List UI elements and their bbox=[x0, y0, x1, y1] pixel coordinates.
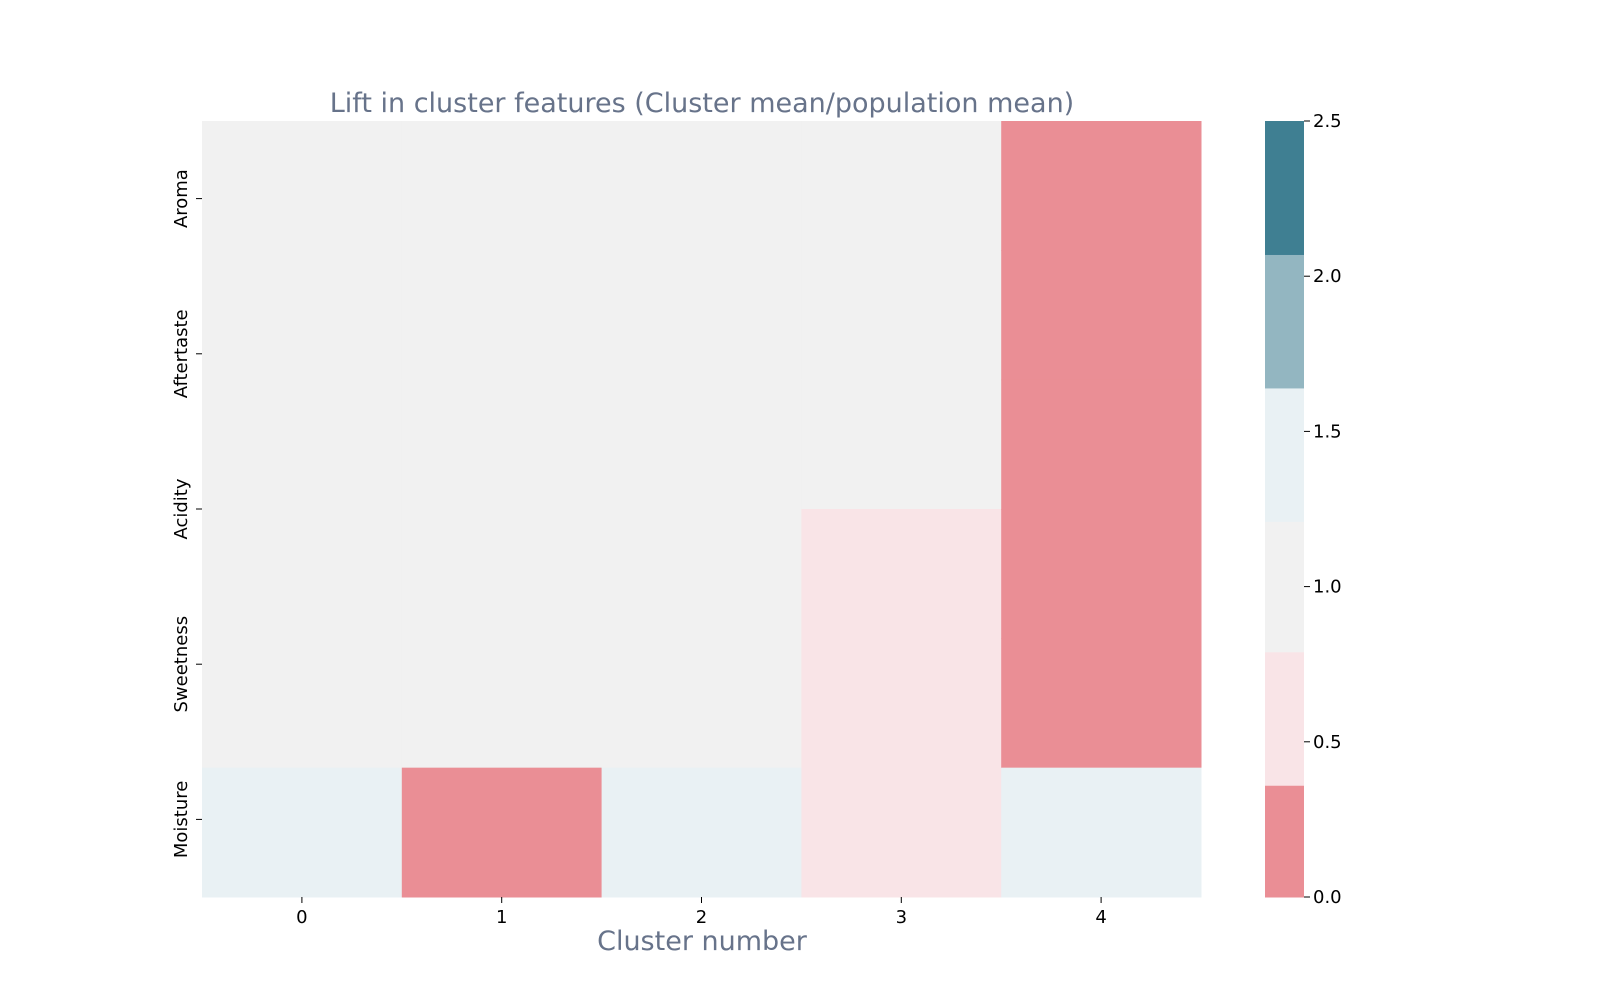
x-tick-label: 3 bbox=[896, 907, 907, 928]
heatmap-cell bbox=[1001, 767, 1202, 898]
heatmap-cell bbox=[601, 638, 802, 769]
heatmap-cell bbox=[401, 767, 603, 898]
colorbar: 0.0 0.5 1.0 1.5 2.0 2.5 bbox=[1265, 111, 1342, 908]
x-axis: 0 1 2 3 4 bbox=[296, 897, 1107, 928]
heatmap-cell bbox=[1001, 121, 1202, 251]
colorbar-segment bbox=[1265, 651, 1304, 786]
heatmap-cell bbox=[801, 379, 1002, 510]
x-tick-label: 4 bbox=[1095, 907, 1106, 928]
colorbar-tick-label: 2.5 bbox=[1313, 111, 1342, 132]
heatmap-cell bbox=[401, 638, 603, 769]
heatmap-cell bbox=[401, 379, 603, 510]
heatmap-cell bbox=[202, 121, 403, 251]
y-tick-label: Moisture bbox=[171, 781, 192, 858]
colorbar-segment bbox=[1265, 785, 1304, 898]
heatmap-cell bbox=[601, 379, 802, 510]
heatmap-cell bbox=[601, 509, 802, 639]
heatmap-cell bbox=[202, 767, 403, 898]
heatmap-cell bbox=[401, 250, 603, 381]
heatmap-cells bbox=[202, 121, 1202, 898]
y-tick-label: Aftertaste bbox=[171, 309, 192, 398]
heatmap-cell bbox=[202, 250, 403, 381]
x-tick-label: 1 bbox=[496, 907, 507, 928]
chart-title: Lift in cluster features (Cluster mean/p… bbox=[330, 88, 1074, 119]
colorbar-tick-label: 1.0 bbox=[1313, 577, 1342, 598]
heatmap-cell bbox=[801, 250, 1002, 381]
heatmap-cell bbox=[1001, 638, 1202, 769]
heatmap-cell bbox=[801, 121, 1002, 251]
colorbar-tick-label: 0.0 bbox=[1313, 887, 1342, 908]
heatmap-cell bbox=[1001, 379, 1202, 510]
colorbar-segment bbox=[1265, 521, 1304, 653]
heatmap-cell bbox=[202, 379, 403, 510]
x-axis-label: Cluster number bbox=[597, 926, 808, 957]
heatmap-cell bbox=[801, 638, 1002, 769]
colorbar-tick-label: 2.0 bbox=[1313, 266, 1342, 287]
heatmap-cell bbox=[202, 509, 403, 639]
heatmap-cell bbox=[401, 121, 603, 251]
colorbar-segment bbox=[1265, 254, 1304, 389]
heatmap-cell bbox=[202, 638, 403, 769]
colorbar-segment bbox=[1265, 387, 1304, 522]
heatmap-cell bbox=[601, 767, 802, 898]
y-tick-label: Acidity bbox=[171, 478, 192, 539]
y-tick-label: Sweetness bbox=[171, 616, 192, 713]
heatmap-cell bbox=[1001, 509, 1202, 639]
y-tick-label: Aroma bbox=[171, 169, 192, 228]
colorbar-segment bbox=[1265, 121, 1304, 255]
heatmap-cell bbox=[601, 121, 802, 251]
heatmap-cell bbox=[801, 767, 1002, 898]
x-tick-label: 2 bbox=[696, 907, 707, 928]
heatmap-cell bbox=[401, 509, 603, 639]
heatmap-cell bbox=[601, 250, 802, 381]
heatmap-cell bbox=[801, 509, 1002, 639]
x-tick-label: 0 bbox=[296, 907, 307, 928]
colorbar-tick-label: 0.5 bbox=[1313, 732, 1342, 753]
y-axis: Aroma Aftertaste Acidity Sweetness Moisture bbox=[171, 169, 202, 858]
colorbar-tick-label: 1.5 bbox=[1313, 421, 1342, 442]
heatmap-cell bbox=[1001, 250, 1202, 381]
